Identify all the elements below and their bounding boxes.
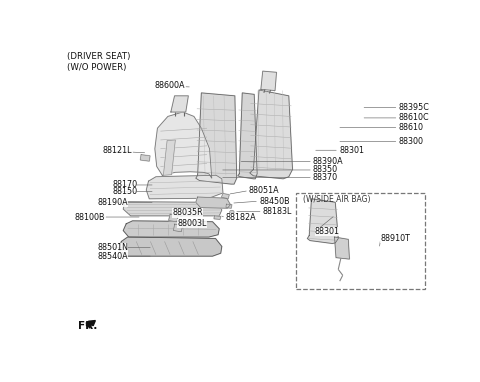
Polygon shape	[335, 237, 349, 259]
Text: 88395C: 88395C	[398, 103, 430, 112]
Text: 88301: 88301	[315, 227, 340, 236]
Polygon shape	[214, 216, 221, 219]
Polygon shape	[123, 221, 219, 237]
Text: 88100B: 88100B	[75, 212, 106, 222]
Text: 88910T: 88910T	[381, 234, 410, 243]
Polygon shape	[261, 71, 276, 91]
Text: 88600A: 88600A	[155, 81, 185, 90]
Polygon shape	[238, 93, 257, 179]
Text: 88300: 88300	[398, 137, 423, 146]
Polygon shape	[196, 93, 237, 184]
Text: (W/SIDE AIR BAG): (W/SIDE AIR BAG)	[302, 195, 370, 204]
Polygon shape	[168, 214, 178, 222]
Polygon shape	[307, 199, 338, 243]
Text: 88301: 88301	[339, 146, 364, 155]
Circle shape	[229, 210, 234, 214]
Bar	[296, 193, 425, 288]
Text: 88170: 88170	[112, 180, 137, 189]
Text: 88003L: 88003L	[178, 219, 207, 228]
Text: 88540A: 88540A	[97, 252, 128, 261]
Text: 88390A: 88390A	[313, 157, 344, 166]
Text: 88610C: 88610C	[398, 113, 429, 122]
Polygon shape	[226, 204, 232, 208]
Text: 88035R: 88035R	[172, 209, 203, 217]
Polygon shape	[155, 112, 212, 178]
Polygon shape	[221, 194, 229, 199]
Text: 88610: 88610	[398, 123, 423, 132]
Text: 88182A: 88182A	[226, 214, 256, 222]
Polygon shape	[171, 96, 188, 112]
FancyArrow shape	[86, 320, 96, 327]
Polygon shape	[196, 197, 230, 208]
Polygon shape	[146, 175, 223, 199]
Text: FR.: FR.	[78, 321, 97, 331]
Text: 88350: 88350	[313, 165, 338, 175]
Polygon shape	[140, 155, 150, 161]
Text: 88450B: 88450B	[259, 197, 289, 206]
Text: 88121L: 88121L	[103, 146, 132, 155]
Text: 88501N: 88501N	[97, 243, 128, 252]
Polygon shape	[163, 140, 175, 175]
Polygon shape	[250, 90, 292, 179]
Polygon shape	[123, 202, 222, 216]
Polygon shape	[173, 224, 183, 232]
Text: (DRIVER SEAT)
(W/O POWER): (DRIVER SEAT) (W/O POWER)	[67, 52, 130, 72]
Text: 88183L: 88183L	[263, 207, 292, 216]
Text: 88370: 88370	[313, 173, 338, 182]
Polygon shape	[119, 237, 222, 256]
Text: 88190A: 88190A	[97, 198, 128, 207]
Text: 88150: 88150	[112, 187, 137, 196]
Text: 88051A: 88051A	[249, 186, 280, 195]
